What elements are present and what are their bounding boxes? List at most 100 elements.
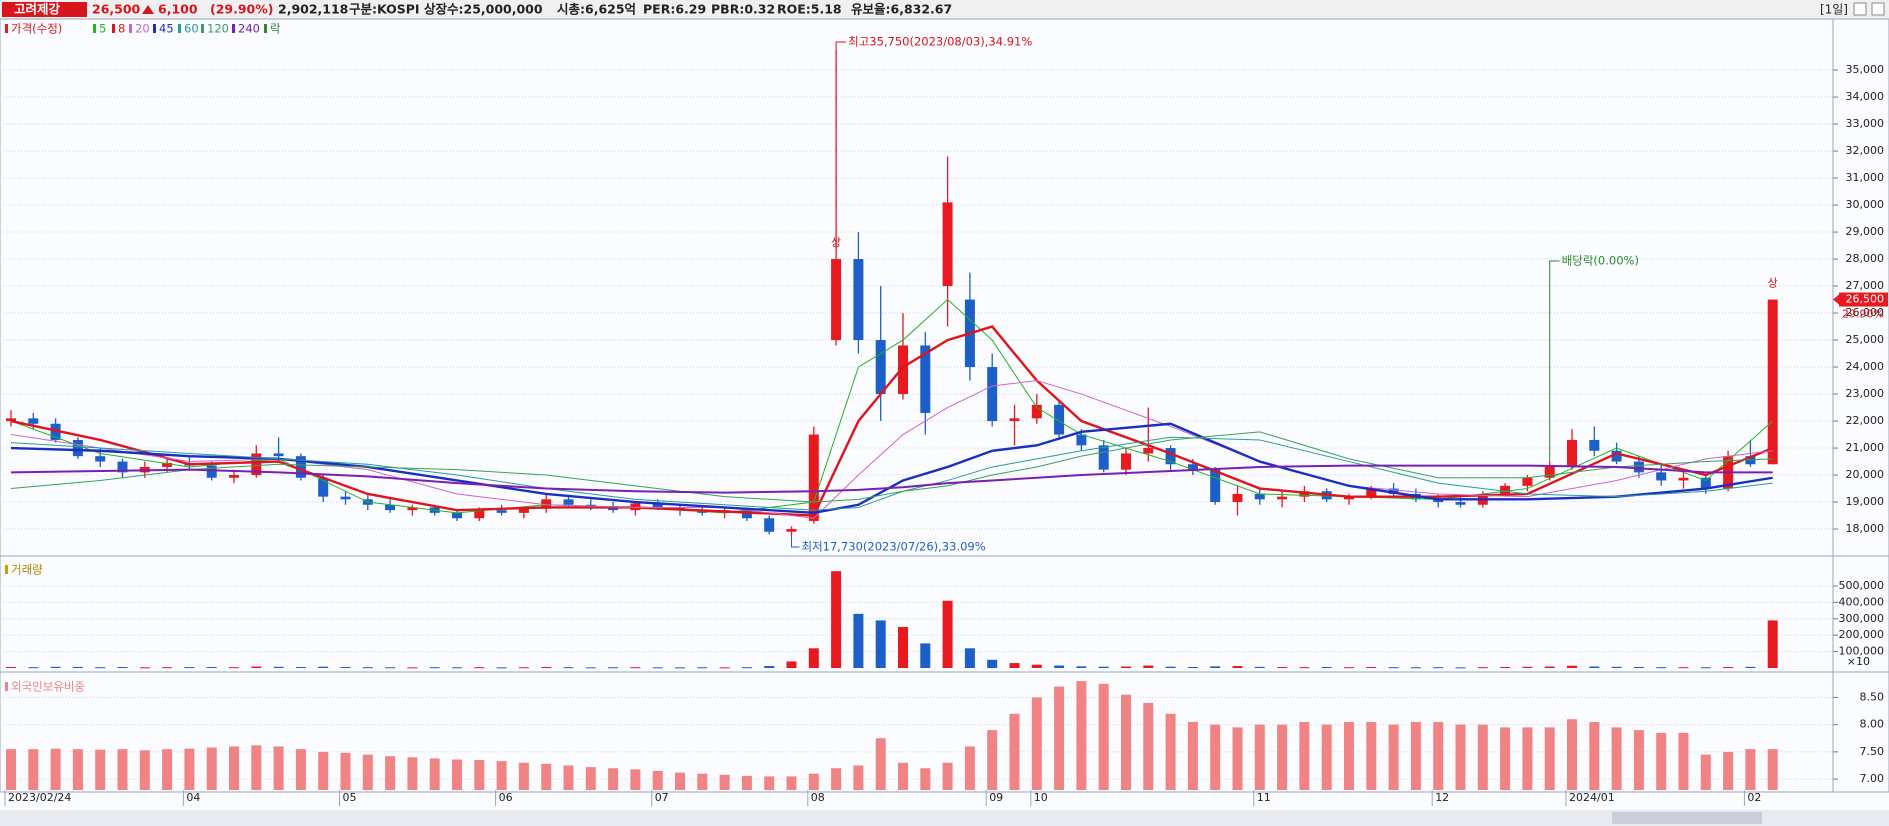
bar	[1477, 667, 1488, 669]
bar	[541, 763, 552, 790]
bar	[251, 666, 262, 668]
candle-body	[251, 453, 262, 476]
bar	[1723, 751, 1734, 790]
moving-average-line	[10, 464, 1773, 494]
stock-name[interactable]: 고려제강	[14, 2, 61, 17]
bar	[1277, 724, 1288, 790]
candle-body	[1589, 439, 1600, 451]
legend-label: 5	[99, 22, 106, 36]
bar	[184, 748, 195, 790]
bar	[318, 666, 329, 668]
bar	[608, 667, 619, 669]
candle-body	[1210, 469, 1221, 503]
legend-swatch	[5, 682, 8, 691]
bar	[1143, 702, 1154, 790]
bar	[1388, 667, 1399, 669]
candle-body	[563, 499, 574, 505]
bar	[719, 667, 730, 669]
candle-body	[1165, 448, 1176, 465]
candle-body	[452, 512, 462, 519]
legend-swatch	[93, 24, 96, 33]
x-tick-label: 12	[1435, 791, 1449, 804]
candle-body	[1388, 488, 1399, 494]
bar	[1656, 732, 1667, 790]
bar	[295, 667, 306, 669]
bar	[1455, 724, 1466, 790]
bar	[1031, 664, 1042, 668]
candle-body	[853, 259, 864, 341]
maximize-button[interactable]	[1853, 2, 1867, 16]
bar	[1143, 665, 1154, 668]
bar	[362, 754, 373, 790]
bar	[28, 749, 39, 790]
bar	[1700, 754, 1711, 790]
price-pointer	[1833, 294, 1839, 305]
name-box	[2, 2, 87, 17]
y-tick-label: 27,000	[1846, 279, 1885, 292]
bar	[1433, 721, 1444, 790]
scroll-thumb[interactable]	[1612, 812, 1762, 824]
bar	[162, 749, 173, 790]
bar	[1745, 749, 1756, 790]
bar	[942, 762, 953, 790]
bar	[942, 600, 953, 668]
bar	[1567, 719, 1577, 790]
period-button[interactable]: [1일]	[1820, 3, 1848, 17]
candle-body	[1455, 502, 1466, 505]
bar	[1745, 666, 1756, 668]
bar	[1656, 667, 1667, 669]
header-bar	[0, 0, 1889, 19]
bar	[1633, 667, 1644, 669]
candle-body	[541, 499, 552, 509]
bar	[563, 667, 574, 669]
candle-body	[72, 439, 83, 457]
per: PER:6.29	[643, 2, 706, 17]
bar	[1366, 721, 1377, 790]
candle-body	[942, 202, 953, 287]
candle-body	[518, 508, 529, 513]
candle-body	[808, 434, 819, 521]
annotation-leader	[1549, 260, 1560, 462]
x-tick-label: 08	[811, 791, 825, 804]
panel-title: 거래량	[11, 563, 43, 577]
close-button[interactable]	[1871, 2, 1885, 16]
candle-body	[474, 510, 485, 519]
candle-body	[1633, 461, 1644, 473]
bar	[229, 746, 239, 790]
candle-body	[1366, 488, 1377, 497]
candle-body	[875, 340, 886, 395]
candle-body	[1031, 404, 1042, 419]
bar	[362, 667, 373, 669]
moving-average-line	[10, 298, 1774, 514]
roe: ROE:5.18	[777, 2, 842, 17]
bar	[831, 571, 842, 668]
bar	[1076, 681, 1087, 790]
candle-body	[95, 456, 106, 462]
reserve-ratio: 유보율:6,832.67	[851, 2, 952, 17]
bar	[608, 768, 619, 790]
bar	[229, 667, 239, 669]
bar	[630, 769, 641, 790]
bar	[875, 620, 886, 668]
candle-body	[407, 507, 418, 511]
bar	[1121, 694, 1131, 790]
candle-body	[898, 345, 908, 395]
bar	[1633, 730, 1644, 790]
scrollbar[interactable]	[0, 810, 1889, 826]
bar	[831, 768, 842, 790]
y-tick-label: 34,000	[1846, 90, 1885, 103]
bar	[630, 667, 641, 669]
y-tick-label: 400,000	[1839, 595, 1885, 608]
bar	[875, 738, 886, 790]
bar	[407, 757, 418, 790]
y-tick-label: 19,000	[1846, 495, 1885, 508]
price: 26,500	[92, 2, 141, 17]
bar	[117, 749, 128, 790]
bar	[385, 756, 396, 790]
y-tick-label: 28,000	[1846, 252, 1885, 265]
bar	[987, 730, 998, 790]
change-pct: (29.90%)	[210, 2, 274, 17]
moving-average-line	[10, 380, 1773, 519]
candle-body	[1009, 418, 1020, 422]
bar	[719, 774, 730, 790]
